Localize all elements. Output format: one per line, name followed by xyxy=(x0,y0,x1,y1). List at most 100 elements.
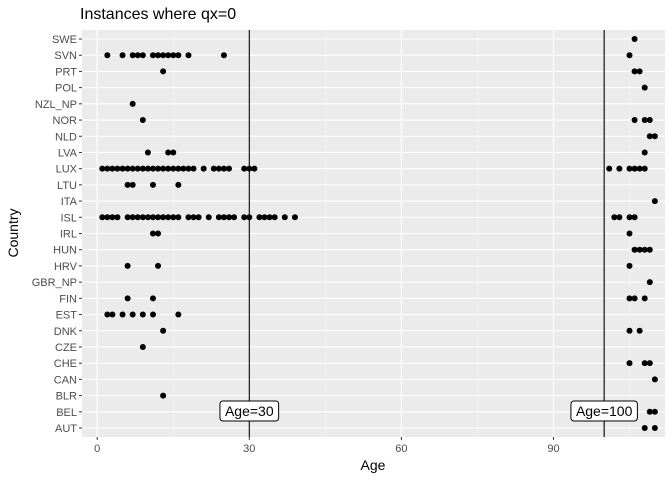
y-tick-label: CHE xyxy=(54,358,77,370)
data-point xyxy=(170,165,177,172)
data-point xyxy=(160,392,167,399)
y-axis-title: Country xyxy=(5,208,21,257)
data-point xyxy=(611,214,618,221)
data-point xyxy=(109,311,116,318)
data-point xyxy=(160,68,167,75)
data-point xyxy=(616,214,623,221)
data-point xyxy=(144,165,151,172)
data-point xyxy=(185,165,192,172)
data-point xyxy=(631,117,638,124)
data-point xyxy=(220,214,227,221)
data-point xyxy=(205,214,212,221)
data-point xyxy=(170,214,177,221)
data-point xyxy=(271,214,278,221)
data-point xyxy=(129,165,136,172)
data-point xyxy=(124,165,131,172)
y-tick-label: POL xyxy=(55,83,77,95)
data-point xyxy=(261,214,268,221)
data-point xyxy=(631,68,638,75)
data-point xyxy=(626,360,633,367)
x-axis-title: Age xyxy=(361,457,386,473)
y-tick-label: BLR xyxy=(56,391,77,403)
data-point xyxy=(231,214,238,221)
data-point xyxy=(651,425,658,431)
data-point xyxy=(646,408,653,415)
data-point xyxy=(124,181,131,188)
data-point xyxy=(636,246,643,253)
data-point xyxy=(129,311,136,318)
data-point xyxy=(251,165,258,172)
data-point xyxy=(195,214,202,221)
data-point xyxy=(155,214,162,221)
data-point xyxy=(109,165,116,172)
x-tick-label: 60 xyxy=(395,443,407,455)
data-point xyxy=(641,165,648,172)
data-point xyxy=(175,214,182,221)
data-point xyxy=(149,214,156,221)
data-point xyxy=(114,214,121,221)
data-point xyxy=(241,165,248,172)
y-tick-label: HRV xyxy=(54,261,78,273)
data-point xyxy=(129,52,136,59)
y-tick-label: BEL xyxy=(56,407,77,419)
y-tick-label: AUT xyxy=(55,423,77,435)
data-point xyxy=(155,262,162,269)
data-point xyxy=(185,52,192,59)
data-point xyxy=(626,214,633,221)
data-point xyxy=(170,149,177,156)
data-point xyxy=(165,214,172,221)
data-point xyxy=(144,149,151,156)
data-point xyxy=(175,311,182,318)
data-point xyxy=(226,214,233,221)
data-point xyxy=(651,133,658,140)
data-point xyxy=(641,360,648,367)
data-point xyxy=(220,52,227,59)
data-point xyxy=(626,295,633,302)
data-point xyxy=(139,117,146,124)
data-point xyxy=(104,214,111,221)
data-point xyxy=(291,214,298,221)
y-tick-label: LUX xyxy=(56,164,78,176)
data-point xyxy=(180,165,187,172)
data-point xyxy=(226,165,233,172)
data-point xyxy=(124,214,131,221)
data-point xyxy=(149,295,156,302)
annotation-box xyxy=(570,400,638,422)
data-point xyxy=(139,214,146,221)
data-point xyxy=(139,311,146,318)
x-tick-label: 30 xyxy=(243,443,255,455)
data-point xyxy=(215,165,222,172)
data-point xyxy=(641,425,648,431)
chart-title: Instances where qx=0 xyxy=(80,6,236,23)
data-point xyxy=(129,181,136,188)
y-tick-label: NLD xyxy=(55,131,77,143)
y-tick-label: CZE xyxy=(55,342,77,354)
x-tick-label: 90 xyxy=(547,443,559,455)
data-point xyxy=(119,165,126,172)
data-point xyxy=(646,133,653,140)
data-point xyxy=(165,165,172,172)
data-point xyxy=(134,214,141,221)
data-point xyxy=(175,181,182,188)
y-tick-label: SWE xyxy=(52,34,77,46)
data-point xyxy=(646,117,653,124)
x-axis-ticks: 0 30 60 90 xyxy=(94,437,560,455)
data-point xyxy=(641,295,648,302)
data-point xyxy=(160,214,167,221)
data-point xyxy=(651,198,658,205)
data-point xyxy=(641,117,648,124)
data-point xyxy=(636,327,643,334)
data-point xyxy=(215,214,222,221)
data-point xyxy=(651,376,658,383)
data-point xyxy=(149,165,156,172)
data-point xyxy=(144,214,151,221)
data-point xyxy=(631,36,638,42)
data-point xyxy=(139,165,146,172)
data-point xyxy=(241,214,248,221)
data-point xyxy=(641,149,648,156)
y-tick-label: DNK xyxy=(54,326,78,338)
data-point xyxy=(155,230,162,237)
data-point xyxy=(185,214,192,221)
y-tick-label: IRL xyxy=(60,229,77,241)
